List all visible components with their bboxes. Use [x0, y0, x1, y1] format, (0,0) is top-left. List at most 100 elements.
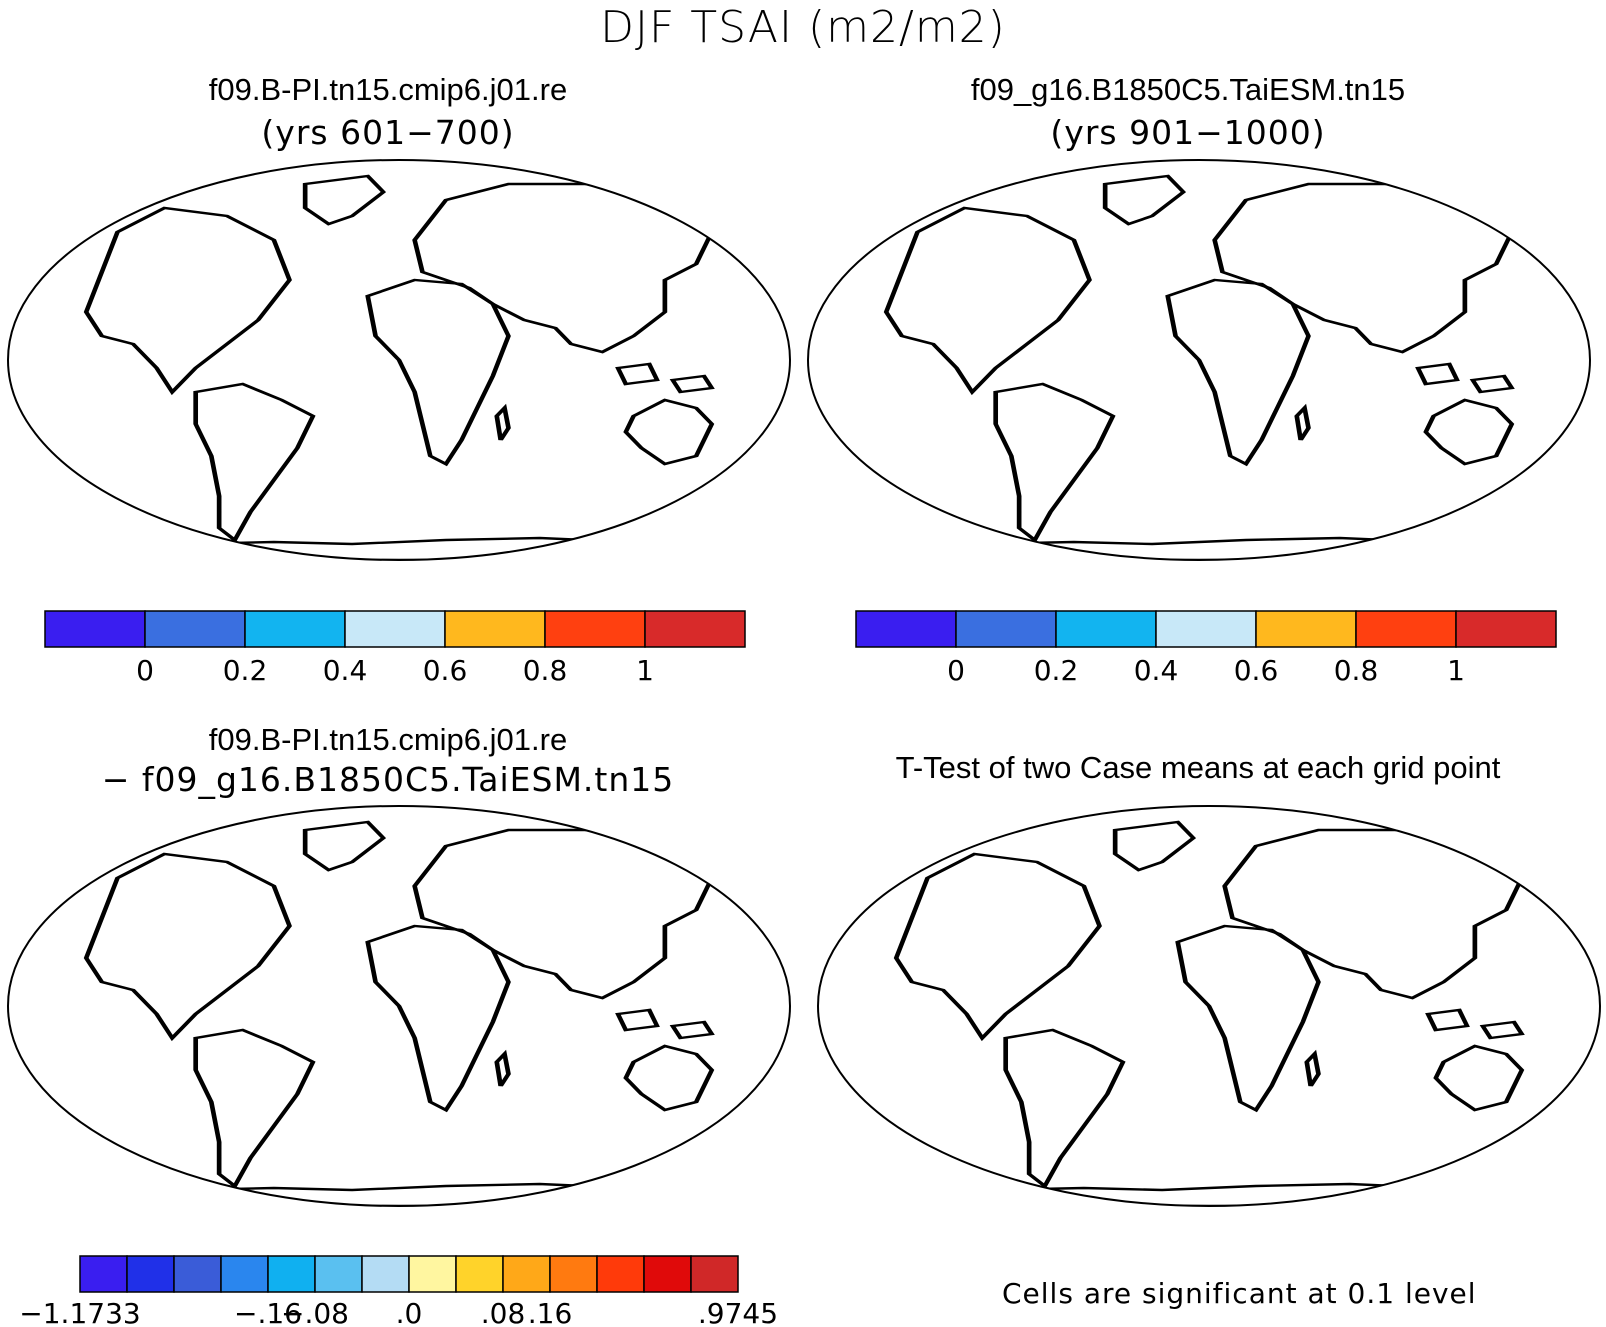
field-cell	[648, 844, 653, 848]
panel-title-case2: f09_g16.B1850C5.TaiESM.tn15	[970, 72, 1406, 107]
field-cell	[1506, 215, 1512, 221]
field-cell	[1583, 211, 1594, 222]
field-cell	[775, 817, 786, 828]
field-cell	[19, 813, 22, 816]
map-border	[7, 805, 791, 1207]
field-cell	[13, 871, 21, 879]
field-cell	[8, 1158, 17, 1167]
panel-title-ttest: T-Test of two Case means at each grid po…	[895, 750, 1501, 785]
field-cell	[1582, 239, 1591, 248]
nonsignificant-cell	[1595, 907, 1606, 918]
field-cell	[810, 414, 818, 422]
field-cell	[991, 545, 999, 553]
field-cell	[859, 208, 870, 219]
field-cell	[46, 221, 49, 224]
colorbar-box	[267, 1255, 316, 1293]
nonsignificant-cell	[845, 851, 854, 858]
nonsignificant-cell	[1575, 859, 1582, 870]
nonsignificant-cell	[1536, 886, 1547, 895]
field-cell	[756, 466, 761, 471]
colorbar-box	[79, 1255, 128, 1293]
field-cell	[72, 502, 84, 514]
field-cell	[1516, 162, 1527, 173]
colorbar-label: 0	[947, 654, 965, 687]
colorbar-box	[544, 610, 646, 648]
field-cell	[877, 189, 886, 198]
nonsignificant-cell	[848, 849, 857, 863]
field-cell	[184, 182, 189, 187]
field-cell	[34, 1154, 43, 1163]
field-cell	[896, 514, 907, 525]
field-cell	[854, 546, 865, 557]
colorbar-box	[596, 1255, 645, 1293]
nonsignificant-cell	[843, 1194, 853, 1208]
field-cell	[664, 1185, 674, 1196]
field-cell	[27, 163, 37, 173]
field-cell	[23, 272, 27, 276]
field-cell	[1566, 261, 1572, 267]
map-case1	[7, 159, 791, 561]
field-cell	[247, 1198, 251, 1202]
field-cell	[14, 441, 22, 449]
field-cell	[37, 1147, 43, 1153]
field-cell	[648, 552, 658, 560]
field-cell	[22, 1130, 32, 1140]
field-cell	[722, 1142, 732, 1152]
field-cell	[720, 527, 725, 532]
map-ttest	[817, 805, 1606, 1216]
nonsignificant-cell	[986, 809, 999, 820]
nonsignificant-cell	[1598, 971, 1606, 989]
field-cell	[697, 490, 706, 499]
nonsignificant-cell	[946, 1199, 957, 1206]
field-cell	[1518, 526, 1530, 538]
field-cell	[86, 1130, 87, 1136]
nonsignificant-cell	[1554, 832, 1563, 841]
field-cell	[743, 211, 755, 223]
field-cell	[1482, 176, 1487, 181]
nonsignificant-cell	[1548, 849, 1563, 870]
field-cell	[1455, 539, 1460, 543]
significance-note: Cells are significant at 0.1 level	[1002, 1277, 1477, 1310]
nonsignificant-cell	[906, 824, 912, 833]
nonsignificant-cell	[824, 1141, 835, 1159]
field-cell	[59, 206, 68, 215]
field-cell	[886, 187, 888, 196]
field-cell	[1557, 487, 1561, 491]
field-cell	[756, 898, 767, 909]
colorbar-box	[1455, 610, 1557, 648]
field-cell	[231, 1198, 239, 1206]
field-cell	[1508, 177, 1512, 187]
colorbar-label: .9745	[698, 1297, 778, 1327]
nonsignificant-cell	[1450, 1173, 1465, 1194]
nonsignificant-cell	[1597, 812, 1606, 827]
field-cell	[698, 534, 704, 540]
colorbar-label: 1	[636, 654, 654, 687]
field-cell	[673, 544, 679, 551]
nonsignificant-cell	[1530, 1136, 1535, 1144]
field-cell	[134, 834, 146, 846]
nonsignificant-cell	[876, 1133, 890, 1144]
field-cell	[761, 838, 770, 847]
field-cell	[708, 176, 712, 183]
field-cell	[770, 550, 781, 561]
field-cell	[1547, 498, 1557, 508]
nonsignificant-cell	[1388, 822, 1405, 823]
nonsignificant-cell	[1437, 1183, 1451, 1202]
colorbar-case2: 0 0.2 0.4 0.6 0.8 1	[855, 610, 1557, 687]
nonsignificant-cell	[896, 857, 902, 862]
nonsignificant-cell	[825, 872, 838, 886]
field-cell	[651, 545, 657, 551]
nonsignificant-cell	[1568, 1089, 1577, 1100]
field-cell	[582, 1190, 591, 1199]
field-cell	[1493, 521, 1504, 532]
field-cell	[827, 178, 835, 186]
field-cell	[1046, 548, 1051, 553]
nonsignificant-cell	[1589, 1169, 1602, 1184]
field-cell	[830, 497, 842, 509]
field-cell	[1589, 373, 1600, 384]
field-cell	[608, 809, 611, 812]
nonsignificant-cell	[1532, 1203, 1547, 1216]
field-cell	[696, 850, 709, 863]
field-cell	[741, 525, 749, 533]
